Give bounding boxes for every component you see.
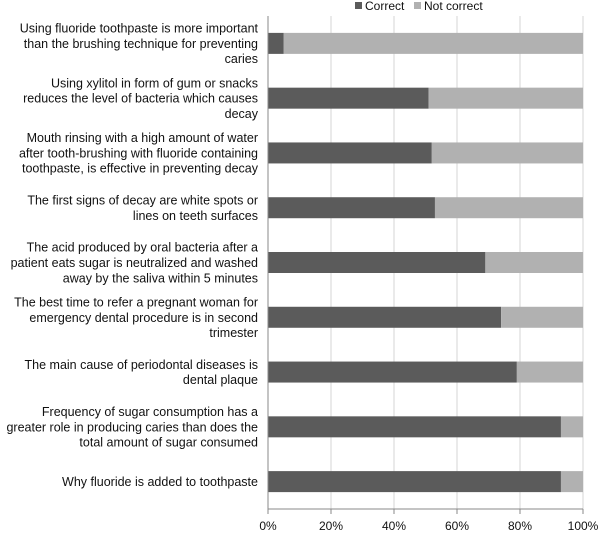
category-label-line: decay xyxy=(225,107,259,121)
bar-not-correct xyxy=(560,471,583,493)
bar-not-correct xyxy=(516,361,583,383)
category-label-line: patient eats sugar is neutralized and wa… xyxy=(11,256,258,270)
bar-correct xyxy=(268,252,486,273)
category-label: Frequency of sugar consumption has a grea… xyxy=(6,405,258,450)
category-labels: Using fluoride toothpaste is more import… xyxy=(6,22,258,490)
category-label-line: caries xyxy=(225,52,258,66)
x-tick-label: 20% xyxy=(319,519,343,533)
category-label: Mouth rinsing with a high amount of wate… xyxy=(19,131,259,176)
category-label-line: Why fluoride is added to toothpaste xyxy=(62,475,258,489)
category-label-line: The best time to refer a pregnant woman … xyxy=(14,295,258,309)
legend-swatch-correct xyxy=(355,2,362,9)
category-label-line: greater role in producing caries than do… xyxy=(6,420,258,434)
category-label-line: Mouth rinsing with a high amount of wate… xyxy=(27,131,258,145)
legend-swatch-not-correct xyxy=(414,2,421,9)
category-label-line: total amount of sugar consumed xyxy=(79,436,258,450)
bar-correct xyxy=(268,197,435,219)
x-tick-label: 80% xyxy=(508,519,532,533)
category-label-line: after tooth-brushing with fluoride conta… xyxy=(19,146,258,160)
bar-not-correct xyxy=(428,87,583,109)
bar-correct xyxy=(268,306,502,328)
category-label-line: trimester xyxy=(209,326,258,340)
category-label-line: Frequency of sugar consumption has a xyxy=(42,405,258,419)
bar-not-correct xyxy=(283,32,583,54)
x-tick-label: 0% xyxy=(259,519,277,533)
category-label-line: Using fluoride toothpaste is more import… xyxy=(20,22,259,36)
x-tick-label: 100% xyxy=(568,519,599,533)
bar-not-correct xyxy=(431,142,583,164)
category-label-line: away by the saliva within 5 minutes xyxy=(63,271,258,285)
bar-correct xyxy=(268,32,284,54)
bar-correct xyxy=(268,87,429,109)
bars-layer xyxy=(268,32,583,493)
category-label: The main cause of periodontal diseases i… xyxy=(25,358,259,387)
category-label-line: reduces the level of bacteria which caus… xyxy=(23,92,258,106)
bar-not-correct xyxy=(560,416,583,438)
bar-not-correct xyxy=(434,197,583,219)
category-label: The acid produced by oral bacteria after… xyxy=(11,241,258,286)
category-label: The first signs of decay are white spots… xyxy=(27,194,258,223)
category-label-line: The first signs of decay are white spots… xyxy=(27,194,258,208)
x-tick-label: 40% xyxy=(382,519,406,533)
legend: Correct Not correct xyxy=(355,0,483,13)
bar-correct xyxy=(268,471,561,493)
bar-correct xyxy=(268,142,432,164)
category-label: Using fluoride toothpaste is more import… xyxy=(20,22,259,67)
category-label-line: The acid produced by oral bacteria after… xyxy=(27,241,258,255)
category-label-line: The main cause of periodontal diseases i… xyxy=(25,358,258,372)
legend-label-correct: Correct xyxy=(365,0,405,13)
category-label: The best time to refer a pregnant woman … xyxy=(14,295,258,340)
x-tick-labels: 0% 20% 40% 60% 80% 100% xyxy=(259,519,598,533)
category-label-line: Using xylitol in form of gum or snacks xyxy=(51,76,258,90)
bar-not-correct xyxy=(501,306,583,328)
category-label-line: lines on teeth surfaces xyxy=(133,209,258,223)
bar-not-correct xyxy=(485,252,583,273)
axis-layer xyxy=(267,16,584,514)
legend-label-not-correct: Not correct xyxy=(424,0,483,13)
category-label: Using xylitol in form of gum or snacks re… xyxy=(23,76,259,121)
category-label-line: emergency dental procedure is in second xyxy=(29,311,258,325)
x-tick-label: 60% xyxy=(445,519,469,533)
category-label-line: toothpaste, is effective in preventing d… xyxy=(22,162,259,176)
category-label: Why fluoride is added to toothpaste xyxy=(62,475,258,489)
category-label-line: than the brushing technique for preventi… xyxy=(24,37,258,51)
bar-correct xyxy=(268,361,517,383)
bar-correct xyxy=(268,416,561,438)
category-label-line: dental plaque xyxy=(183,373,258,387)
